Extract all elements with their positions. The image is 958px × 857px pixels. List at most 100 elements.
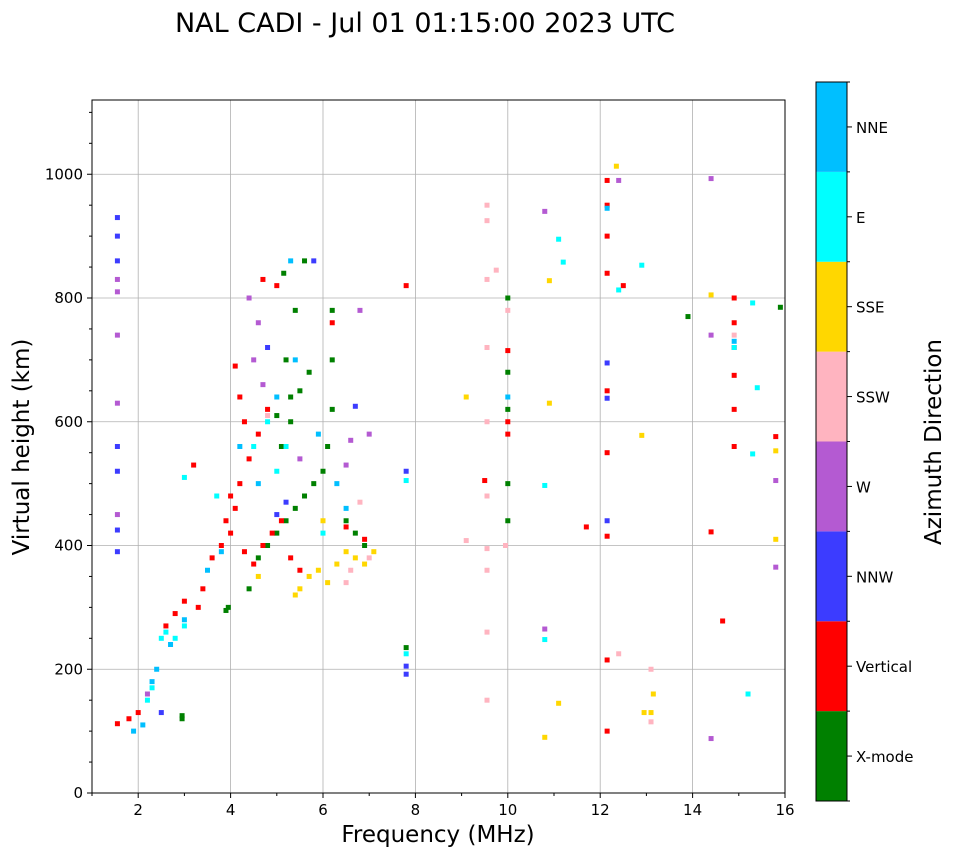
data-point-sse [362,561,368,567]
data-point-w [708,332,714,338]
data-point-w [255,320,261,326]
data-point-ssw [343,580,349,586]
data-point-w [357,307,363,313]
data-point-e [745,691,751,697]
data-point-w [251,357,257,363]
data-points [114,163,783,742]
x-tick-label: 8 [411,801,421,819]
data-point-x-mode [278,444,284,449]
data-point-vertical [620,283,626,289]
colorbar-swatch [816,531,847,622]
data-point-vertical [720,618,726,624]
data-point-sse [773,448,779,454]
data-point-x-mode [223,607,229,613]
colorbar-tick-label: Vertical [856,658,912,676]
data-point-e [283,444,289,449]
data-point-x-mode [343,518,349,524]
data-point-vertical [237,394,243,400]
data-point-vertical [232,363,238,369]
x-tick-label: 14 [683,801,702,819]
colorbar-swatch [816,261,847,352]
data-point-vertical [172,611,178,617]
data-point-x-mode [274,530,280,536]
data-point-sse [546,400,552,406]
data-point-nne [255,481,261,487]
data-point-vertical [246,456,252,462]
data-point-ssw [484,629,490,635]
colorbar-tick-label: SSW [856,389,890,407]
colorbar-tick-label: W [856,478,871,496]
data-point-x-mode [777,304,783,310]
data-point-vertical [228,493,234,499]
data-point-nne [334,481,340,487]
data-point-nne [237,444,243,449]
data-point-e [403,478,409,484]
data-point-nnw [114,444,120,449]
colorbar-swatch [816,441,847,532]
colorbar-swatch [816,711,847,801]
y-tick-label: 800 [54,289,83,307]
colorbar-swatch [816,82,847,172]
data-point-e [731,345,737,350]
data-point-sse [639,432,645,438]
data-point-nnw [114,468,120,474]
data-point-nnw [403,663,409,669]
data-point-w [246,295,252,301]
data-point-nnw [403,468,409,474]
data-point-x-mode [362,543,368,548]
data-point-w [114,289,120,295]
data-point-vertical [583,524,589,530]
data-point-vertical [343,524,349,530]
data-point-vertical [362,536,368,542]
data-point-x-mode [255,555,261,561]
data-point-ssw [484,345,490,350]
data-point-sse [325,580,331,586]
data-point-vertical [288,555,294,561]
data-point-nne [218,549,224,555]
data-point-e [251,444,257,449]
data-point-x-mode [685,314,691,320]
data-point-e [750,300,756,306]
data-point-vertical [228,530,234,536]
data-point-nnw [274,512,280,518]
x-tick-label: 4 [226,801,236,819]
data-point-w [542,626,548,632]
data-point-vertical [163,623,169,629]
data-point-nne [149,679,155,685]
data-point-x-mode [320,468,326,474]
data-point-sse [463,394,469,400]
data-point-nnw [114,258,120,264]
data-point-vertical [218,543,224,548]
data-point-nne [343,505,349,511]
data-point-vertical [260,276,266,282]
data-point-ssw [648,719,654,725]
data-point-w [260,382,266,388]
data-point-vertical [604,177,610,183]
data-point-nne [505,394,511,400]
data-point-nnw [114,549,120,555]
data-point-vertical [191,462,197,468]
data-point-nnw [311,258,317,264]
data-point-sse [292,592,298,598]
chart-title: NAL CADI - Jul 01 01:15:00 2023 UTC [175,8,675,39]
data-point-w [348,437,354,443]
data-point-ssw [463,538,469,544]
data-point-vertical [708,529,714,535]
data-point-sse [613,163,619,169]
x-axis-label: Frequency (MHz) [341,822,534,848]
data-point-w [297,456,303,462]
data-point-x-mode [288,419,294,425]
data-point-x-mode [283,357,289,363]
data-point-vertical [604,202,610,208]
data-point-x-mode [505,518,511,524]
data-point-ssw [505,307,511,313]
data-point-vertical [260,543,266,548]
data-point-vertical [251,561,257,567]
data-point-nnw [352,403,358,409]
data-point-sse [556,700,562,706]
data-point-w [114,276,120,282]
data-point-nnw [604,395,610,401]
data-point-vertical [265,406,271,412]
data-point-sse [343,549,349,555]
data-point-vertical [731,320,737,326]
